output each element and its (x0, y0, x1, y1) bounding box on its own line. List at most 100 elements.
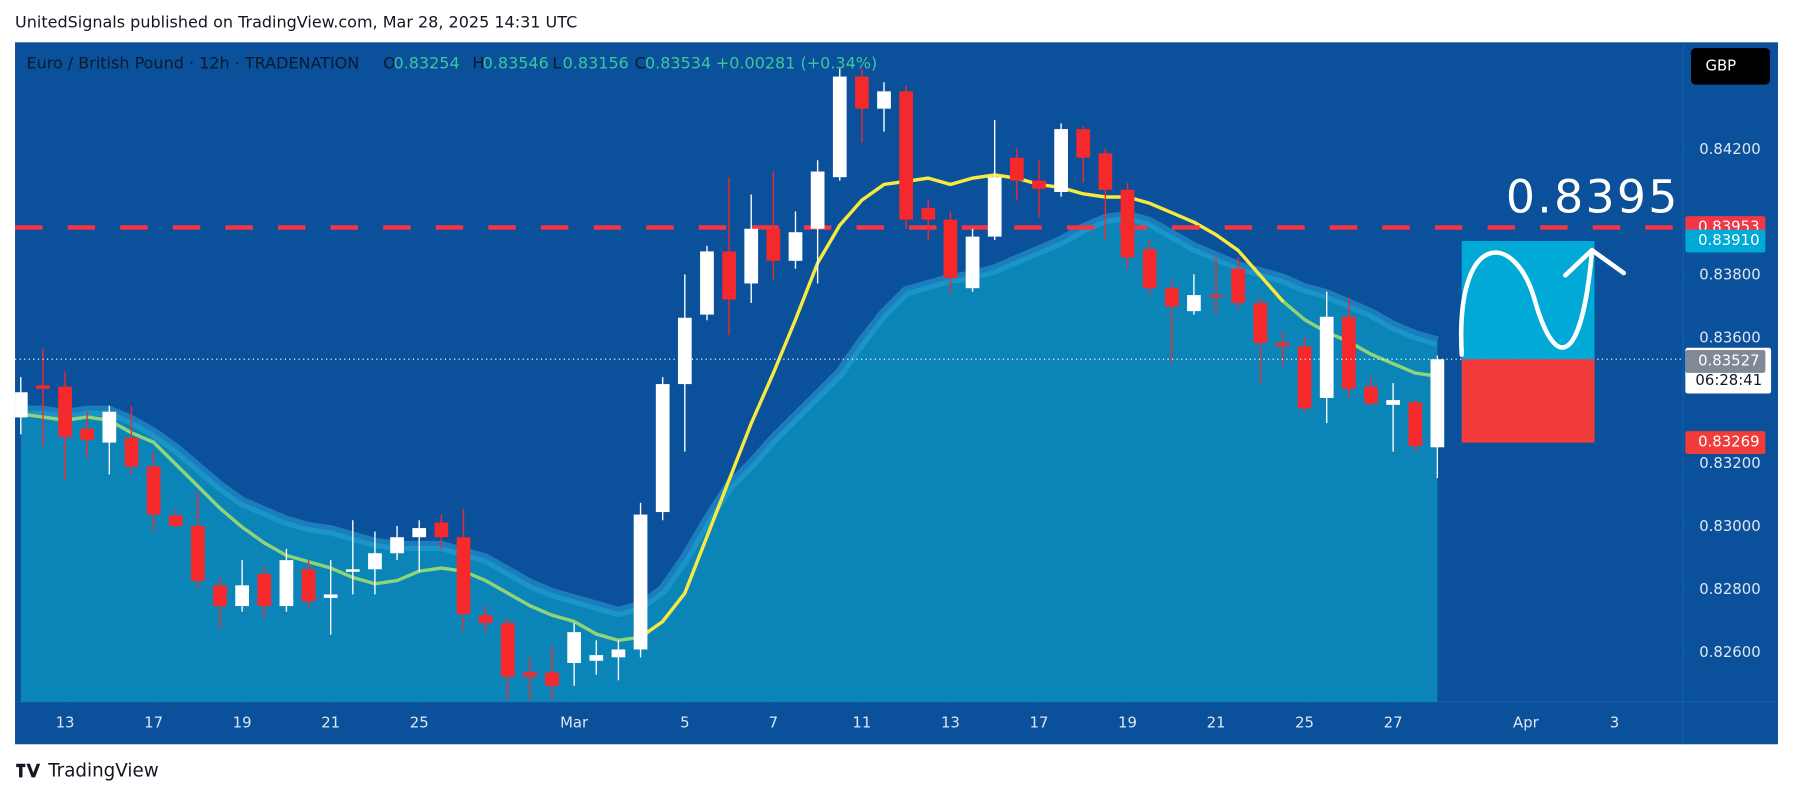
candle-body (1341, 316, 1356, 389)
candle-body (722, 251, 736, 300)
candle-body (1054, 129, 1068, 192)
candle-body (1275, 342, 1290, 347)
y-tick-label: 0.83200 (1699, 454, 1760, 472)
x-tick-label: 7 (769, 714, 778, 732)
ohlc-value: 0.83534 (645, 54, 711, 73)
candle-body (80, 428, 95, 441)
candle-body (810, 171, 825, 229)
x-tick-label: 21 (321, 714, 340, 732)
x-tick-label: 17 (144, 714, 163, 732)
target-annotation: 0.8395 (1506, 171, 1680, 224)
currency-button[interactable] (1691, 48, 1770, 85)
symbol-title: Euro / British Pound · 12h · TRADENATION (26, 54, 359, 73)
candle-body (1253, 302, 1268, 343)
y-tick-label: 0.83800 (1699, 266, 1760, 284)
candle-body (213, 585, 227, 607)
candle-body (1364, 386, 1378, 404)
publisher: UnitedSignals published on TradingView.c… (15, 12, 577, 31)
stop-zone (1461, 359, 1595, 443)
candle-body (899, 91, 914, 220)
brand-logo (16, 763, 41, 778)
candle-body (965, 236, 980, 289)
currency-label: GBP (1705, 56, 1736, 74)
x-tick-label: 25 (1295, 714, 1314, 732)
x-tick-label: 27 (1384, 714, 1403, 732)
candle-body (1009, 157, 1024, 181)
candle-body (456, 537, 471, 614)
marker-label: 0.83527 (1698, 351, 1759, 369)
candle-body (589, 655, 604, 661)
y-tick-label: 0.83000 (1699, 517, 1760, 535)
x-tick-label: 17 (1030, 714, 1049, 732)
change-label: +0.00281 (+0.34%) (716, 54, 877, 73)
candle-body (36, 385, 50, 389)
x-tick-label: 19 (233, 714, 252, 732)
candle-body (235, 585, 249, 607)
candle-body (1430, 359, 1445, 448)
candle-body (877, 91, 891, 109)
x-tick-label: 21 (1207, 714, 1226, 732)
candle-body (766, 228, 781, 261)
candle-body (1319, 316, 1334, 398)
candle-body (921, 208, 936, 220)
logo-mark (16, 763, 41, 778)
ohlc-value: 0.83156 (563, 54, 629, 73)
target-label-box (1685, 229, 1766, 253)
candle-body (345, 569, 360, 572)
candle-body (1297, 346, 1312, 409)
candle-body (323, 594, 338, 598)
stop-label-box (1685, 431, 1766, 454)
candle-body (124, 437, 139, 467)
candle-body (279, 560, 294, 607)
x-tick-label: 13 (56, 714, 75, 732)
x-tick-label: 13 (941, 714, 960, 732)
candle-body (191, 525, 205, 581)
indicator-line (638, 173, 1285, 639)
brand-name: TradingView (47, 761, 159, 782)
ohlc-value: 0.83546 (483, 54, 549, 73)
ohlc-key: H (472, 54, 484, 73)
ohlc-key: O (383, 54, 396, 73)
candle-body (412, 528, 427, 538)
candle-body (633, 514, 648, 650)
candle-body (390, 537, 404, 554)
x-tick-label: 11 (852, 714, 871, 732)
candle-body (368, 553, 382, 570)
candle-body (545, 672, 559, 686)
x-tick-label: 25 (410, 714, 429, 732)
ohlc-key: C (635, 54, 646, 73)
marker-label-box (1685, 350, 1766, 373)
candle-body (1187, 295, 1201, 312)
candle-body (744, 228, 759, 284)
last-price-label-countdown: 06:28:41 (1695, 371, 1762, 389)
candle-body (567, 632, 582, 663)
candle-body (700, 251, 714, 315)
candle-body (832, 76, 847, 178)
candle-body (943, 219, 958, 278)
candle-body (168, 515, 183, 526)
candle-body (478, 615, 493, 624)
overlay: 0.8395 (1458, 171, 1680, 443)
ohlc-value: 0.83254 (393, 54, 459, 73)
candle-body (1120, 189, 1135, 258)
candle-body (611, 649, 626, 658)
candle-body (1164, 288, 1179, 307)
candle-body (434, 522, 449, 538)
candle-body (788, 232, 803, 261)
candle-body (257, 573, 272, 607)
candle-body (146, 466, 161, 515)
candle-body (855, 76, 869, 109)
y-tick-label: 0.84200 (1699, 140, 1760, 158)
candle-body (655, 384, 670, 513)
y-tick-label: 0.83600 (1699, 328, 1760, 346)
candle-body (58, 386, 72, 437)
x-tick-label: 19 (1118, 714, 1137, 732)
target-label: 0.83910 (1698, 231, 1759, 249)
stop-label: 0.83269 (1698, 433, 1759, 451)
candle-body (1408, 402, 1423, 447)
candle-body (301, 569, 316, 602)
wave-drawing (1458, 250, 1595, 357)
candle-body (15, 392, 28, 418)
